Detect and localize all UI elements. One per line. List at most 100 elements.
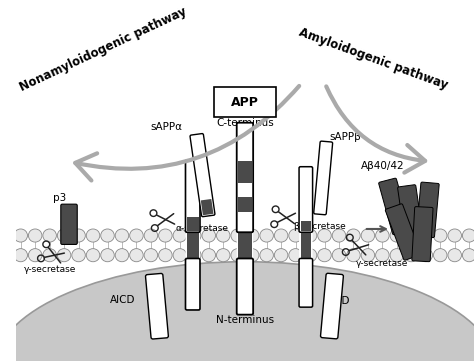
FancyBboxPatch shape bbox=[320, 273, 343, 339]
Ellipse shape bbox=[0, 262, 474, 361]
Circle shape bbox=[375, 249, 389, 262]
Text: p3: p3 bbox=[53, 193, 66, 203]
FancyBboxPatch shape bbox=[61, 204, 77, 244]
Text: AICD: AICD bbox=[325, 296, 351, 306]
Circle shape bbox=[115, 249, 129, 262]
Circle shape bbox=[72, 229, 85, 242]
Circle shape bbox=[188, 229, 201, 242]
Text: C-terminus: C-terminus bbox=[216, 118, 274, 129]
FancyBboxPatch shape bbox=[299, 167, 312, 232]
Circle shape bbox=[57, 249, 71, 262]
Circle shape bbox=[346, 249, 360, 262]
Text: Aβ40/42: Aβ40/42 bbox=[361, 161, 405, 171]
FancyBboxPatch shape bbox=[185, 160, 200, 232]
Circle shape bbox=[130, 229, 143, 242]
Text: sAPPα: sAPPα bbox=[150, 122, 182, 132]
FancyBboxPatch shape bbox=[146, 274, 168, 339]
Circle shape bbox=[188, 249, 201, 262]
Text: sAPPβ: sAPPβ bbox=[329, 132, 361, 142]
Circle shape bbox=[260, 229, 273, 242]
Circle shape bbox=[404, 229, 418, 242]
Circle shape bbox=[332, 249, 346, 262]
Text: Amyloidogenic pathway: Amyloidogenic pathway bbox=[297, 26, 450, 92]
Bar bbox=[301, 227, 311, 264]
Circle shape bbox=[289, 229, 302, 242]
Bar bbox=[238, 197, 252, 212]
FancyBboxPatch shape bbox=[237, 258, 253, 315]
Circle shape bbox=[217, 229, 230, 242]
Circle shape bbox=[43, 229, 56, 242]
Circle shape bbox=[419, 229, 433, 242]
Circle shape bbox=[202, 249, 216, 262]
FancyBboxPatch shape bbox=[412, 206, 433, 262]
Bar bbox=[238, 227, 252, 264]
Circle shape bbox=[303, 229, 317, 242]
Circle shape bbox=[14, 229, 27, 242]
FancyBboxPatch shape bbox=[416, 182, 439, 238]
Circle shape bbox=[361, 229, 374, 242]
Circle shape bbox=[28, 229, 42, 242]
Circle shape bbox=[303, 249, 317, 262]
Circle shape bbox=[463, 229, 474, 242]
Circle shape bbox=[260, 249, 273, 262]
FancyBboxPatch shape bbox=[237, 226, 253, 265]
FancyBboxPatch shape bbox=[379, 178, 410, 235]
Circle shape bbox=[115, 229, 129, 242]
Circle shape bbox=[159, 229, 172, 242]
FancyArrowPatch shape bbox=[326, 86, 425, 173]
Circle shape bbox=[274, 249, 288, 262]
Bar bbox=[201, 199, 213, 215]
Circle shape bbox=[404, 249, 418, 262]
Circle shape bbox=[246, 249, 259, 262]
Circle shape bbox=[433, 249, 447, 262]
Circle shape bbox=[86, 229, 100, 242]
Bar bbox=[187, 217, 199, 231]
Circle shape bbox=[217, 249, 230, 262]
Text: γ-secretase: γ-secretase bbox=[356, 259, 409, 268]
Circle shape bbox=[28, 249, 42, 262]
Circle shape bbox=[14, 249, 27, 262]
Circle shape bbox=[144, 229, 158, 242]
Text: β-secretase: β-secretase bbox=[293, 222, 346, 231]
Circle shape bbox=[173, 249, 187, 262]
Bar bbox=[238, 161, 252, 183]
FancyBboxPatch shape bbox=[237, 123, 253, 232]
FancyBboxPatch shape bbox=[190, 134, 215, 217]
Circle shape bbox=[419, 249, 433, 262]
Circle shape bbox=[361, 249, 374, 262]
FancyBboxPatch shape bbox=[214, 87, 276, 117]
Text: γ-secretase: γ-secretase bbox=[24, 265, 76, 274]
FancyBboxPatch shape bbox=[299, 226, 312, 265]
Circle shape bbox=[390, 229, 403, 242]
FancyBboxPatch shape bbox=[185, 226, 200, 265]
Circle shape bbox=[375, 229, 389, 242]
Circle shape bbox=[86, 249, 100, 262]
Circle shape bbox=[433, 229, 447, 242]
Circle shape bbox=[231, 249, 245, 262]
Circle shape bbox=[463, 249, 474, 262]
Circle shape bbox=[448, 249, 462, 262]
Text: N-terminus: N-terminus bbox=[216, 315, 274, 325]
Text: Nonamyloidogenic pathway: Nonamyloidogenic pathway bbox=[17, 5, 189, 94]
Circle shape bbox=[318, 229, 331, 242]
Text: α-secretase: α-secretase bbox=[175, 224, 228, 233]
Circle shape bbox=[101, 229, 114, 242]
Circle shape bbox=[202, 229, 216, 242]
Text: AICD: AICD bbox=[109, 295, 135, 305]
FancyBboxPatch shape bbox=[398, 185, 423, 241]
Circle shape bbox=[144, 249, 158, 262]
Circle shape bbox=[231, 229, 245, 242]
Circle shape bbox=[159, 249, 172, 262]
Text: APP: APP bbox=[231, 96, 259, 109]
FancyBboxPatch shape bbox=[314, 141, 333, 215]
FancyBboxPatch shape bbox=[299, 258, 312, 307]
Circle shape bbox=[246, 229, 259, 242]
FancyArrowPatch shape bbox=[75, 86, 299, 180]
Circle shape bbox=[101, 249, 114, 262]
Circle shape bbox=[274, 229, 288, 242]
Circle shape bbox=[318, 249, 331, 262]
Bar bbox=[301, 221, 311, 231]
Bar bbox=[187, 227, 199, 264]
Circle shape bbox=[130, 249, 143, 262]
FancyBboxPatch shape bbox=[185, 258, 200, 310]
